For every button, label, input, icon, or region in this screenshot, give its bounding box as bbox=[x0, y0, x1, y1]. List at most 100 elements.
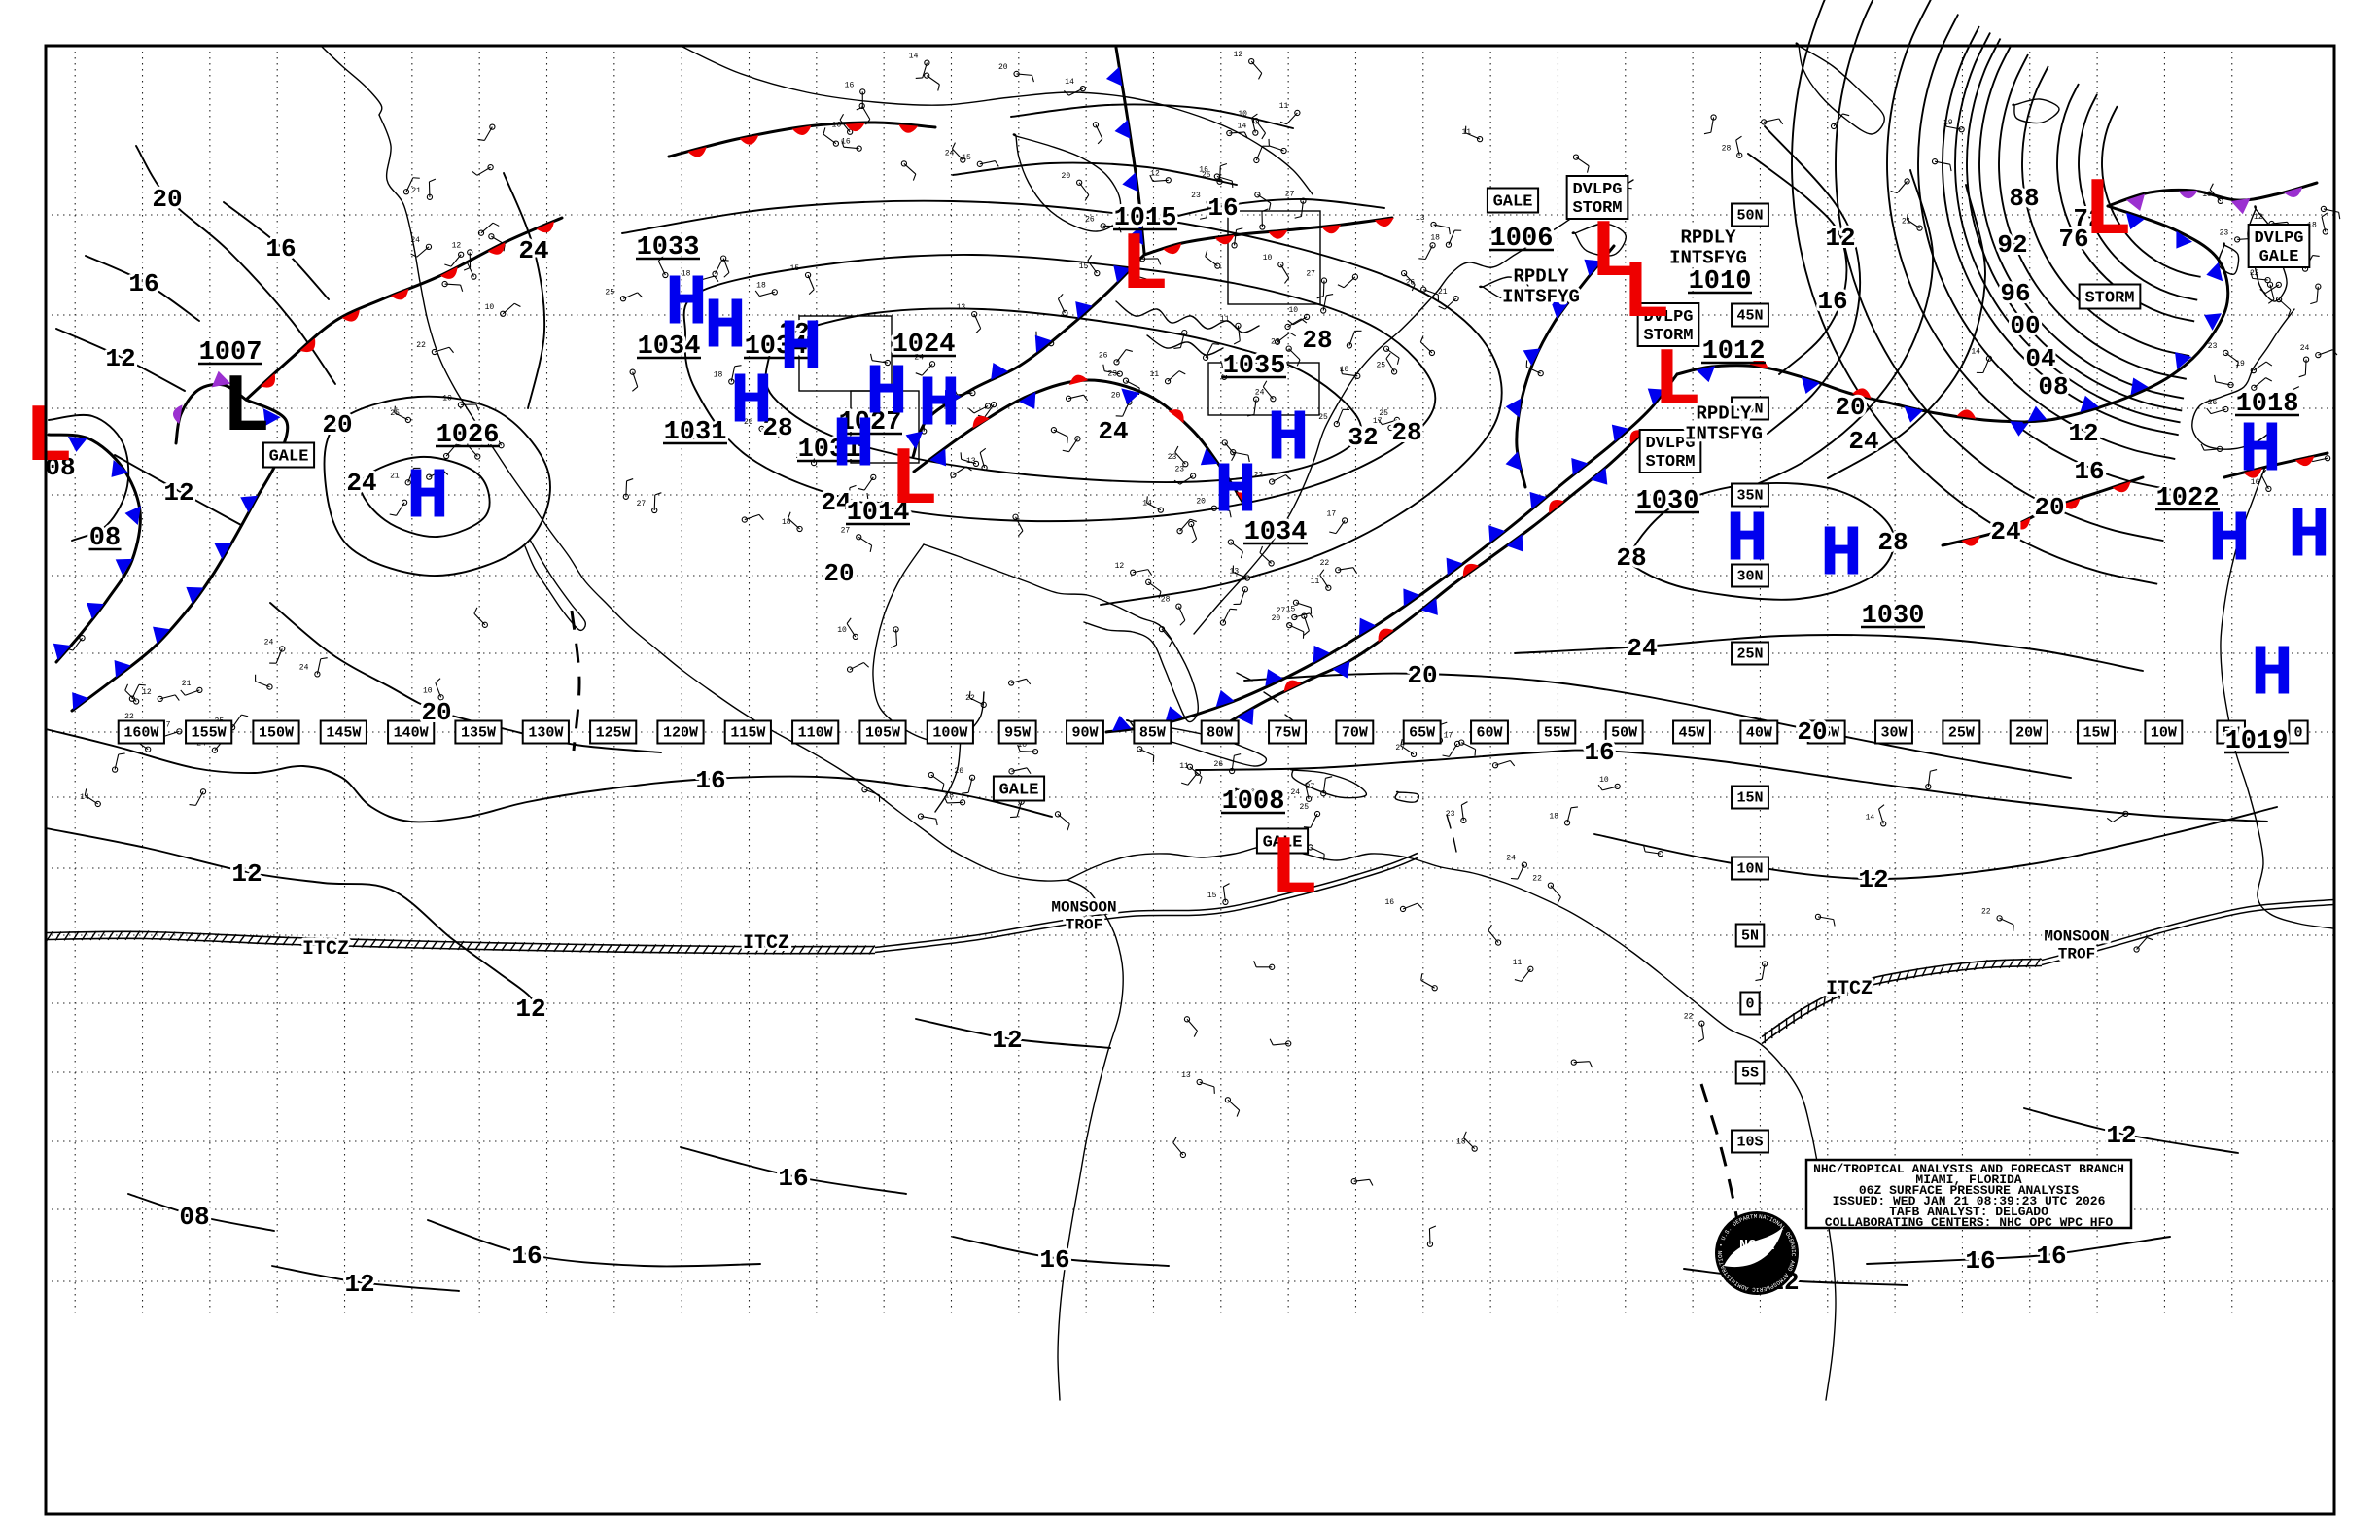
wind-barb bbox=[466, 262, 474, 277]
wind-barb-feather bbox=[463, 266, 471, 271]
high-pressure-symbol: H bbox=[865, 354, 908, 436]
wind-barb bbox=[1575, 157, 1590, 167]
station-circle bbox=[1614, 783, 1621, 790]
isobar bbox=[1866, 1236, 2171, 1265]
wind-barb bbox=[858, 536, 872, 546]
itcz-hatch bbox=[658, 944, 666, 954]
coastline bbox=[680, 45, 1313, 195]
station-circle bbox=[1286, 622, 1293, 629]
wind-barb bbox=[1010, 678, 1027, 684]
station-plot bbox=[866, 492, 887, 507]
station-circle bbox=[1547, 882, 1555, 889]
warm-front-semicircle bbox=[2294, 456, 2315, 467]
wind-barb bbox=[1764, 118, 1779, 122]
itcz-hatch bbox=[98, 930, 106, 941]
low-pressure-symbol: L bbox=[2083, 166, 2132, 259]
wind-barb-feather bbox=[1586, 165, 1590, 173]
cold-front-triangle bbox=[929, 448, 947, 467]
wind-barb-feather bbox=[1010, 816, 1018, 819]
wind-barb-feather bbox=[1189, 518, 1197, 523]
warm-front-semicircle bbox=[1168, 409, 1184, 424]
station-value: 17 bbox=[1327, 509, 1337, 518]
wind-barb-feather bbox=[1173, 347, 1181, 350]
wind-barb bbox=[1179, 518, 1191, 532]
wind-barb bbox=[1488, 929, 1499, 943]
wind-barb-feather bbox=[1278, 799, 1282, 807]
station-value: 24 bbox=[410, 236, 420, 245]
station-value: 14 bbox=[1065, 78, 1074, 87]
wind-barb bbox=[1573, 1061, 1590, 1064]
station-circle bbox=[1270, 396, 1277, 402]
lon-label-text: 145W bbox=[326, 725, 361, 742]
wind-barb-feather bbox=[389, 513, 397, 516]
station-value: 20 bbox=[1062, 172, 1071, 181]
isobar bbox=[48, 413, 130, 542]
station-circle bbox=[443, 452, 450, 460]
wind-barb bbox=[1644, 851, 1661, 855]
wind-barb-feather bbox=[2236, 362, 2239, 369]
wind-barb-feather bbox=[84, 788, 88, 796]
wind-barb-feather bbox=[941, 784, 945, 791]
wind-barb bbox=[1233, 572, 1248, 579]
dvlpg-storm-box-frame bbox=[1565, 175, 1629, 220]
wind-barb bbox=[822, 133, 837, 145]
itcz-hatch bbox=[483, 941, 491, 951]
lon-label: 125W bbox=[589, 719, 638, 745]
itcz-hatch bbox=[1854, 981, 1858, 992]
station-circle bbox=[1254, 192, 1261, 198]
cold-front-triangle bbox=[240, 495, 259, 513]
coastline bbox=[2012, 98, 2060, 124]
itcz-hatch bbox=[369, 938, 377, 949]
high-pressure-symbol: H bbox=[2208, 501, 2251, 582]
wind-barb-feather bbox=[1287, 319, 1294, 326]
wind-barb-feather bbox=[1296, 359, 1301, 367]
itcz-hatch bbox=[2008, 959, 2015, 969]
lon-label: 0 bbox=[2288, 719, 2309, 745]
wind-barb-feather bbox=[1294, 215, 1302, 219]
wind-barb bbox=[405, 177, 414, 192]
cold-front-triangle bbox=[2230, 197, 2251, 215]
front-line bbox=[1675, 364, 2025, 424]
wind-barb-feather bbox=[174, 694, 180, 701]
station-value: 18 bbox=[682, 269, 691, 278]
station-value: 10 bbox=[1263, 254, 1273, 262]
station-plot bbox=[1703, 114, 1717, 135]
cold-front-triangle bbox=[2027, 405, 2048, 422]
wind-barb-feather bbox=[937, 84, 940, 91]
station-plot bbox=[1570, 1059, 1593, 1068]
lon-label-frame bbox=[1200, 719, 1240, 745]
coastline bbox=[1571, 223, 1627, 257]
station-value: 22 bbox=[1981, 907, 1991, 916]
coastline bbox=[2218, 242, 2240, 275]
station-plot: 23 bbox=[1168, 445, 1189, 468]
station-value: 21 bbox=[411, 187, 421, 195]
wind-barb-feather bbox=[1067, 823, 1070, 831]
station-plot: 16 bbox=[2251, 470, 2272, 493]
station-circle bbox=[1458, 739, 1465, 746]
lon-label: 95W bbox=[998, 719, 1037, 745]
cold-front-triangle bbox=[2204, 313, 2222, 331]
cold-front-triangle bbox=[1114, 120, 1131, 139]
station-value: 14 bbox=[909, 52, 919, 61]
itcz-hatch bbox=[186, 932, 193, 942]
cold-front-triangle bbox=[2010, 421, 2030, 437]
wind-barb-feather bbox=[968, 690, 971, 698]
station-value: 10 bbox=[1017, 741, 1027, 750]
wind-barb-feather bbox=[1419, 335, 1424, 343]
station-circle bbox=[696, 277, 703, 284]
station-circle bbox=[1537, 370, 1544, 377]
station-circle bbox=[1494, 939, 1502, 946]
itcz-hatch bbox=[457, 940, 465, 951]
lon-label-text: 135W bbox=[461, 725, 496, 742]
wind-barb-feather bbox=[788, 511, 791, 519]
station-plot bbox=[1128, 271, 1148, 287]
station-plot bbox=[1269, 1038, 1292, 1047]
coastline bbox=[923, 543, 1199, 723]
itcz-hatch bbox=[737, 945, 745, 955]
wind-barb bbox=[1269, 145, 1284, 152]
wind-barb-feather bbox=[1125, 349, 1133, 352]
wind-barb bbox=[1287, 318, 1302, 328]
station-circle bbox=[157, 695, 163, 703]
